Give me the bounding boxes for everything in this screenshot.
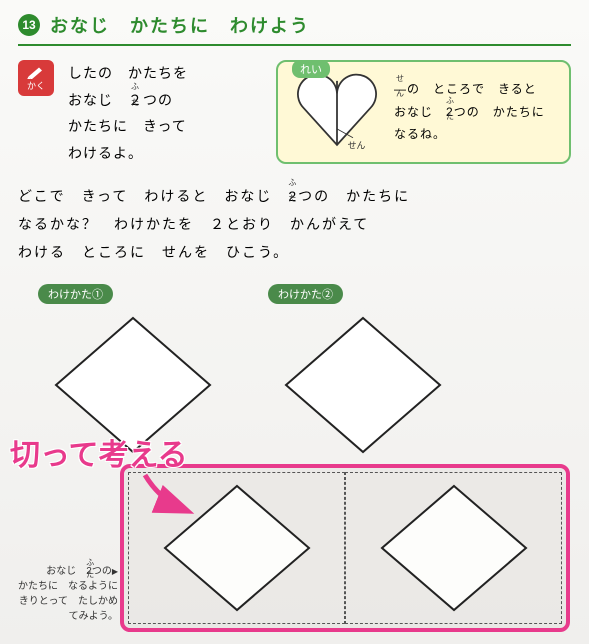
example-box: れい せん せん—の ところで きると おなじ ふた2つの かたちに なるね。 (276, 60, 571, 164)
pencil-icon (27, 65, 45, 79)
diamond-cut-2 (374, 478, 534, 618)
write-badge-label: かく (27, 79, 45, 92)
fn-l1b: つの (92, 566, 112, 577)
worksheet-page: 13 おなじ かたちに わけよう かく したの かたちを おなじ ふた２つの か… (0, 0, 589, 644)
annotation-text: 切って考える (10, 430, 188, 474)
question-text: どこで きって わけると おなじ ふた2つの かたちに なるかな？ わけかたを … (18, 182, 571, 266)
footnote: おなじ ふた2つの▶ かたちに なるように きりとって たしかめてみよう。 (18, 564, 118, 624)
q-l2: なるかな？ わけかたを ２とおり かんがえて (18, 216, 369, 232)
lesson-number-badge: 13 (18, 14, 40, 36)
furigana: ふた (288, 175, 298, 207)
diamond-2 (278, 310, 448, 460)
fn-l2: かたちに なるように (18, 581, 118, 592)
intro-text: したの かたちを おなじ ふた２つの かたちに きって わけるよ。 (68, 60, 262, 166)
arrow-icon (140, 470, 200, 520)
furigana: ふた (86, 557, 92, 581)
cutout-panel-2 (345, 472, 562, 624)
example-tag: れい (292, 60, 330, 78)
fn-l1a: おなじ (46, 566, 86, 577)
q-l1b: つの かたちに (298, 188, 410, 204)
example-l1: の ところで きると (407, 82, 537, 96)
furigana: せん (394, 71, 407, 101)
triangle-icon: ▶ (112, 567, 118, 576)
shape-2: わけかた② (278, 284, 448, 460)
heart-diagram: せん (292, 72, 382, 152)
q-l1a: どこで きって わけると おなじ (18, 188, 288, 204)
lesson-title: おなじ かたちに わけよう (50, 12, 310, 38)
write-badge: かく (18, 60, 54, 96)
q-l3: わける ところに せんを ひこう。 (18, 244, 289, 260)
shape-tag-2: わけかた② (268, 284, 343, 304)
sen-label: せん (348, 140, 366, 150)
divider (18, 44, 571, 46)
fn-l3: きりとって たしかめてみよう。 (19, 596, 118, 622)
shape-tag-1: わけかた① (38, 284, 113, 304)
furigana: ふた (128, 79, 143, 109)
title-row: 13 おなじ かたちに わけよう (18, 12, 571, 38)
example-l2a: おなじ (394, 105, 446, 119)
example-l2b: つの かたちに (454, 105, 545, 119)
example-l3: なるね。 (394, 127, 446, 141)
furigana: ふた (446, 93, 454, 123)
intro-row: かく したの かたちを おなじ ふた２つの かたちに きって わけるよ。 れい … (18, 60, 571, 166)
example-text: せん—の ところで きると おなじ ふた2つの かたちに なるね。 (394, 78, 545, 146)
